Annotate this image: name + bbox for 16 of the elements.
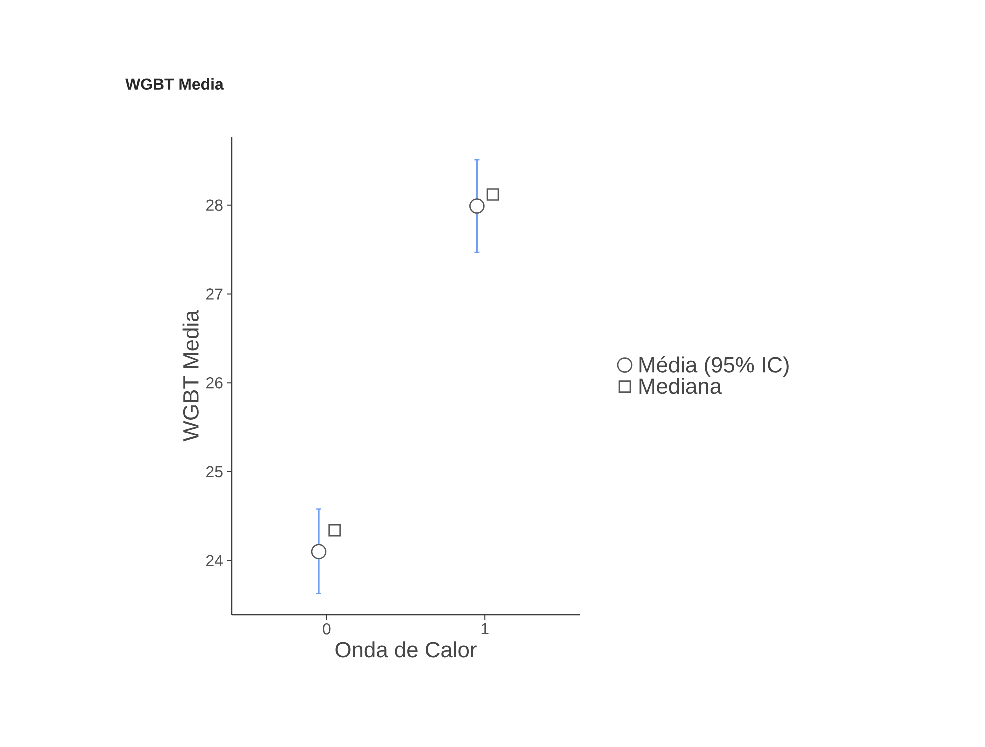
x-tick-label: 1 [482,624,489,634]
x-tick-label: 0 [323,624,331,635]
y-tick-label: 27 [206,288,223,300]
chart-title: WGBT Media [126,78,224,90]
point [328,524,341,537]
y-tick-label: 25 [206,466,223,478]
x-axis-title: Onda de Calor [336,642,477,658]
y-tick-label: 28 [206,200,223,212]
y-tick-label: 24 [206,555,224,566]
legend-label: Mediana [640,378,722,394]
point [486,188,500,201]
point [470,198,485,214]
y-axis-title: WGBT Media [182,310,199,442]
point [311,544,327,560]
y-tick-label: 26 [206,377,223,389]
legend-label: Média (95% IC) [640,356,789,378]
